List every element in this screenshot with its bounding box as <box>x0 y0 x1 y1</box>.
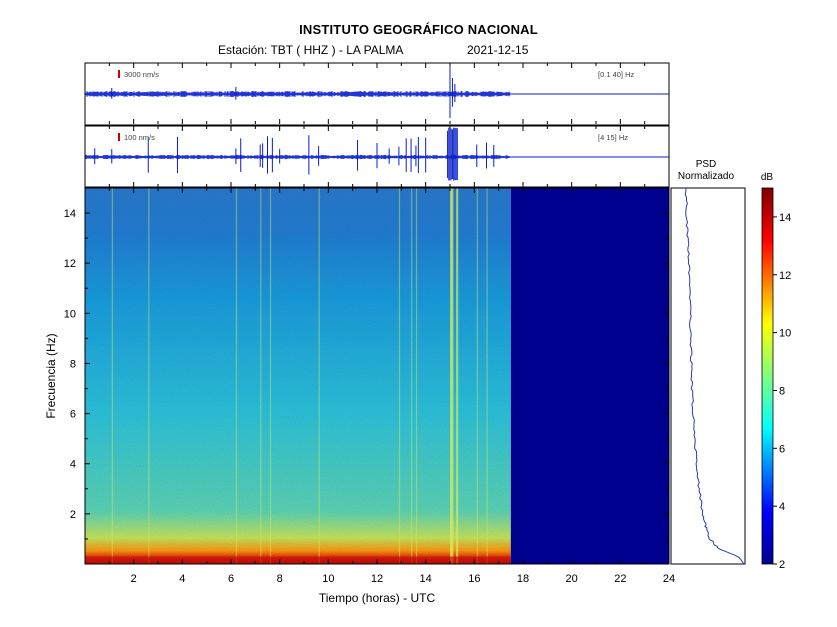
trace-broadband-waveform <box>85 64 669 118</box>
event-stripe <box>111 188 113 564</box>
trace-filtered-scale: 100 nm/s <box>124 133 155 142</box>
colorbar-tick-label: 12 <box>779 270 791 282</box>
event-stripe <box>398 188 401 564</box>
x-tick-label: 8 <box>277 573 283 585</box>
event-stripe <box>260 188 262 564</box>
colorbar-tick-label: 4 <box>779 501 785 513</box>
x-tick-label: 16 <box>468 573 480 585</box>
x-tick-label: 4 <box>179 573 185 585</box>
colorbar-tick-label: 8 <box>779 385 785 397</box>
event-stripe <box>318 188 320 564</box>
x-tick-label: 10 <box>322 573 334 585</box>
y-tick-label: 12 <box>64 258 76 270</box>
y-tick-label: 14 <box>64 208 76 220</box>
y-tick-label: 8 <box>70 358 76 370</box>
colorbar-tick-label: 10 <box>779 328 791 340</box>
x-tick-label: 18 <box>517 573 529 585</box>
y-tick-label: 4 <box>70 459 76 471</box>
psd-title-line1: PSD <box>696 159 717 170</box>
event-stripe <box>450 188 453 564</box>
colorbar-ticks: 2 4 6 8 10 12 14 <box>773 212 791 571</box>
spectrogram-no-data-area <box>510 188 669 564</box>
trace-broadband-scale: 3000 nm/s <box>124 70 159 79</box>
event-stripe <box>148 188 150 564</box>
y-tick-label: 10 <box>64 308 76 320</box>
x-tick-label: 12 <box>371 573 383 585</box>
colorbar-label: dB <box>761 172 774 183</box>
date-label: 2021-12-15 <box>467 43 529 57</box>
y-axis-label: Frecuencia (Hz) <box>44 333 58 418</box>
colorbar-tick-label: 14 <box>779 212 791 224</box>
x-tick-label: 20 <box>566 573 578 585</box>
event-stripe <box>451 188 454 564</box>
x-axis: 2 4 6 8 10 12 14 16 18 20 22 24 <box>108 63 675 585</box>
spectrogram-plot <box>84 187 670 565</box>
event-stripe <box>269 188 272 564</box>
event-stripe <box>411 188 413 564</box>
y-axis: 2 4 6 8 10 12 14 <box>64 187 669 540</box>
x-tick-label: 24 <box>663 573 675 585</box>
psd-panel <box>670 187 746 565</box>
trace-filtered-band: [4 15] Hz <box>598 133 628 142</box>
colorbar <box>761 187 774 565</box>
colorbar-tick-label: 6 <box>779 443 785 455</box>
event-stripe <box>486 188 488 564</box>
trace-spikes <box>111 64 456 118</box>
trace-noise <box>85 91 511 97</box>
y-tick-label: 6 <box>70 409 76 421</box>
x-tick-label: 2 <box>131 573 137 585</box>
colorbar-tick-label: 2 <box>779 559 785 571</box>
x-tick-label: 6 <box>228 573 234 585</box>
x-tick-label: 14 <box>420 573 432 585</box>
x-axis-label: Tiempo (horas) - UTC <box>319 591 436 605</box>
spectrogram-event-stripes <box>85 188 511 564</box>
x-tick-label: 22 <box>614 573 626 585</box>
event-stripe <box>415 188 418 564</box>
psd-curve <box>684 187 744 565</box>
event-stripe <box>456 188 459 564</box>
psd-title-line2: Normalizado <box>678 171 735 182</box>
spectrogram-data-area <box>85 188 511 564</box>
trace-broadband-band: [0.1 40] Hz <box>598 70 635 79</box>
chart-title: INSTITUTO GEOGRÁFICO NACIONAL <box>299 22 538 37</box>
trace-spikes <box>94 127 495 181</box>
trace-filtered-waveform <box>85 127 669 181</box>
y-tick-label: 2 <box>70 509 76 521</box>
station-label: Estación: TBT ( HHZ ) - LA PALMA <box>218 43 404 57</box>
event-stripe <box>476 188 478 564</box>
event-stripe <box>235 188 238 564</box>
low-frequency-band <box>85 556 511 564</box>
